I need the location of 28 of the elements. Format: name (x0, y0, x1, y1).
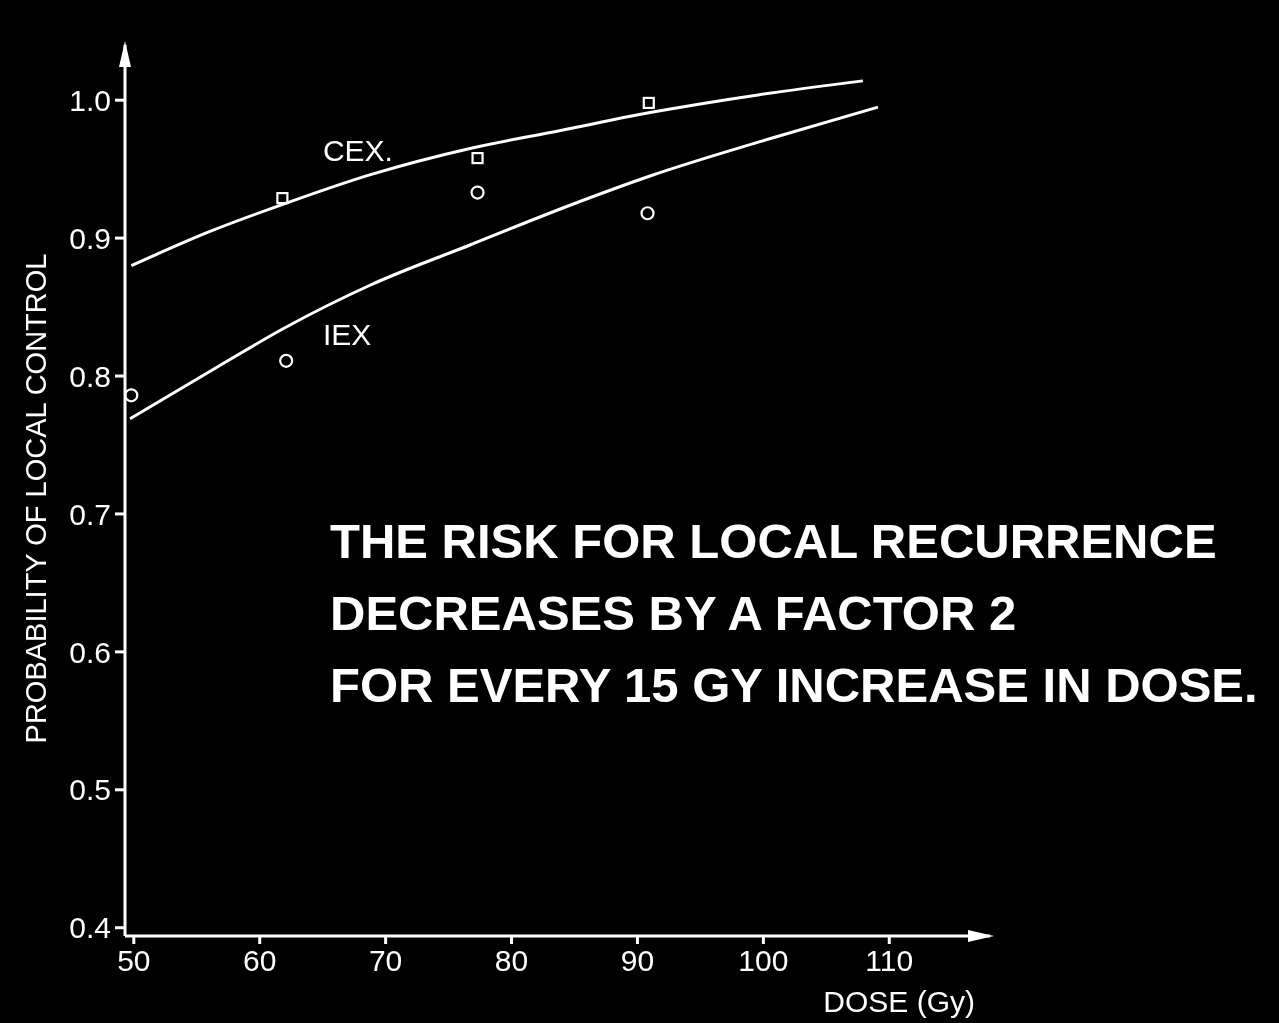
y-tick-label: 0.5 (69, 773, 111, 807)
x-tick-label: 70 (368, 944, 403, 978)
point (279, 353, 294, 368)
x-tick-label: 50 (117, 944, 151, 978)
line-series (128, 105, 880, 421)
y-tick-label: 0.6 (69, 635, 111, 669)
y-axis-title: PROBABILITY OF LOCAL CONTROL (20, 253, 52, 744)
point (276, 192, 289, 205)
series-label: CEX. (322, 133, 393, 167)
series-label: IEX (322, 317, 372, 351)
x-tick-label: 80 (494, 944, 529, 978)
y-tick-label: 0.8 (69, 359, 111, 393)
x-axis-title: DOSE (Gy) (823, 985, 975, 1018)
point (470, 185, 485, 200)
x-tick-label: 100 (738, 944, 789, 978)
line-series (129, 79, 865, 268)
annotation: THE RISK FOR LOCAL RECURRENCE DECREASES BY A FACTOR 2 FOR EVERY 15 GY INCREASE IN DOSE. (330, 514, 1258, 712)
x-tick-label: 60 (243, 944, 277, 978)
point (642, 96, 655, 110)
y-tick-label: 0.7 (69, 497, 111, 531)
y-tick-label: 1.0 (69, 83, 111, 117)
x-tick-label: 90 (620, 944, 655, 978)
point (640, 206, 655, 221)
point (125, 388, 139, 403)
y-tick-label: 0.9 (69, 221, 111, 255)
point (471, 152, 484, 165)
y-tick-label: 0.4 (69, 911, 111, 945)
x-tick-label: 110 (865, 944, 914, 978)
